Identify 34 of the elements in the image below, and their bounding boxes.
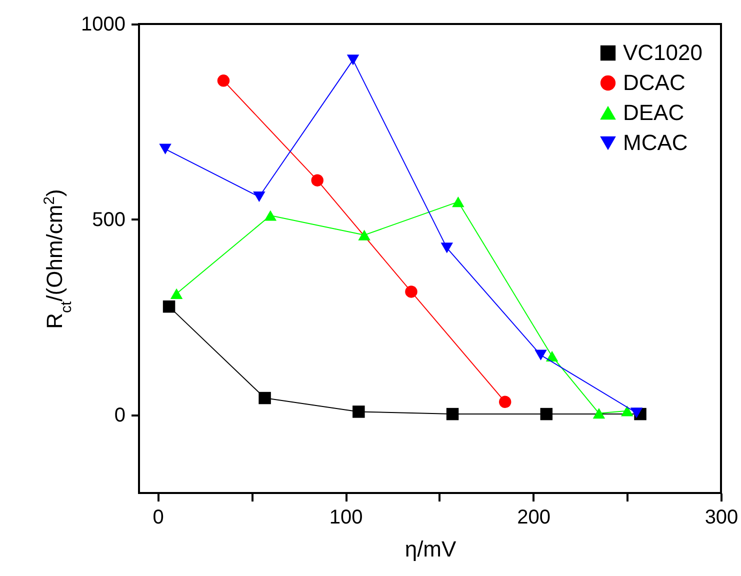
point bbox=[452, 196, 464, 208]
point bbox=[352, 406, 365, 418]
legend-label: VC1020 bbox=[623, 40, 703, 65]
point bbox=[405, 286, 418, 298]
point bbox=[217, 74, 230, 87]
point bbox=[621, 406, 634, 416]
point bbox=[630, 408, 643, 418]
point bbox=[170, 288, 183, 299]
x-axis-title: η/mV bbox=[404, 536, 456, 562]
x-tick-label: 0 bbox=[152, 506, 164, 528]
point bbox=[546, 350, 558, 362]
point bbox=[498, 396, 512, 408]
point bbox=[264, 210, 277, 221]
legend-label: DEAC bbox=[623, 100, 684, 125]
point bbox=[440, 242, 454, 254]
y-tick-label: 0 bbox=[114, 404, 126, 426]
point bbox=[446, 408, 459, 420]
point bbox=[358, 230, 370, 240]
y-tick-label: 1000 bbox=[81, 14, 126, 36]
point bbox=[311, 174, 324, 186]
legend-label: DCAC bbox=[623, 70, 686, 95]
point bbox=[162, 300, 176, 313]
y-tick-label: 500 bbox=[92, 208, 126, 231]
point bbox=[540, 408, 553, 420]
point bbox=[253, 191, 266, 202]
x-tick-label: 200 bbox=[517, 506, 550, 528]
point bbox=[258, 392, 271, 404]
x-tick-label: 100 bbox=[329, 506, 363, 528]
x-tick-label: 300 bbox=[704, 506, 738, 528]
point bbox=[534, 350, 547, 360]
legend-label: MCAC bbox=[623, 130, 688, 155]
point bbox=[346, 54, 360, 66]
point bbox=[592, 408, 606, 419]
point bbox=[159, 144, 172, 154]
